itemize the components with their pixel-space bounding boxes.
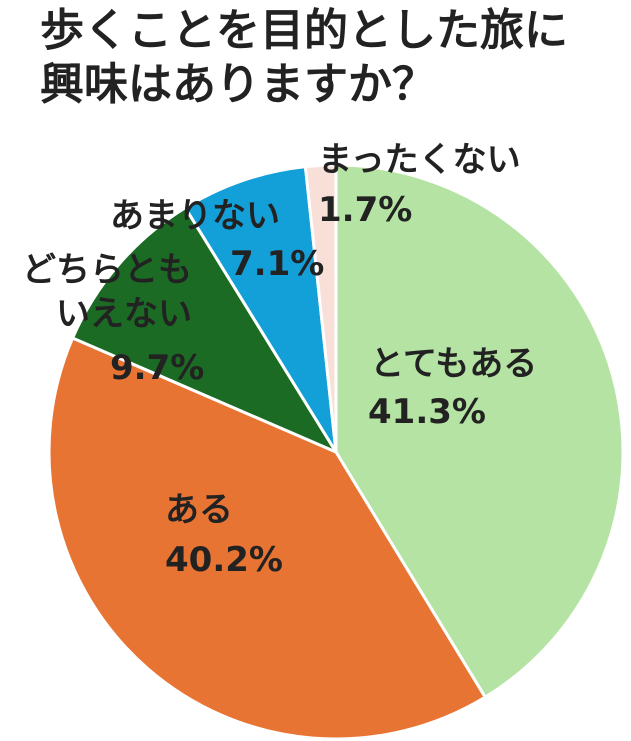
slice-label: あまりない [110,196,280,236]
value-label: 9.7% [110,348,205,388]
value-label: 1.7% [318,190,413,230]
pie-slice [303,163,338,453]
slice-label: とてもある [370,344,538,384]
value-label: 7.1% [230,244,325,284]
pie-slice [334,163,625,700]
pie-slice [183,164,338,453]
chart-title: 歩くことを目的とした旅に興味はありますか？ [40,5,568,110]
value-label: 40.2% [165,540,283,580]
value-label: 41.3% [368,392,486,432]
slice-label: どちらともいえない [22,250,192,334]
pie-slice [47,336,488,741]
slice-label: まったくない [318,140,521,180]
slice-label: ある [165,490,233,530]
pie-slice [70,205,340,456]
